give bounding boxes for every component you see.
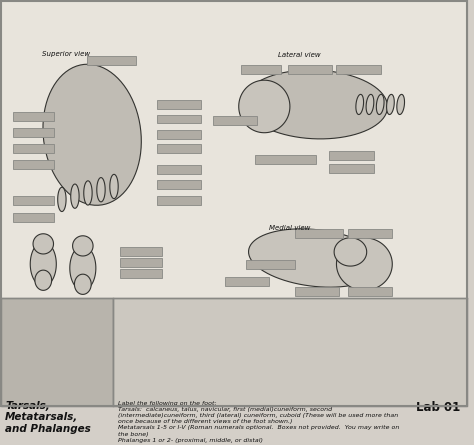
Polygon shape [356,94,364,114]
Polygon shape [239,80,290,133]
Bar [157,101,201,109]
Bar [225,277,269,286]
Bar [13,196,54,205]
Text: Lateral view: Lateral view [278,52,320,58]
Polygon shape [70,246,96,290]
Polygon shape [248,229,383,287]
Polygon shape [35,270,52,290]
Polygon shape [30,242,56,286]
Polygon shape [376,94,384,114]
Bar [120,258,162,267]
Text: Label the following on the foot:
Tarsals:  calcaneus, talus, navicular, first (m: Label the following on the foot: Tarsals… [118,400,399,443]
Bar [113,299,467,405]
Polygon shape [366,94,374,114]
Bar [13,112,54,121]
Polygon shape [397,94,404,114]
Bar [329,164,374,173]
Bar [157,114,201,123]
Bar [241,65,281,74]
Polygon shape [337,238,392,290]
Bar [337,65,381,74]
Bar [255,155,316,164]
Polygon shape [334,238,367,266]
Bar [157,144,201,153]
Bar [88,56,137,65]
Polygon shape [387,94,394,114]
Bar [348,287,392,295]
Bar [294,229,344,238]
Bar [157,165,201,174]
Text: Lab 01: Lab 01 [416,400,460,414]
Bar [13,128,54,137]
Bar [329,151,374,160]
Polygon shape [97,178,105,202]
Text: Medial view: Medial view [269,225,310,231]
Bar [157,180,201,189]
Polygon shape [73,236,93,256]
Bar [120,247,162,255]
Text: Tarsals,
Metatarsals,
and Phalanges: Tarsals, Metatarsals, and Phalanges [5,400,91,434]
Polygon shape [43,64,141,205]
Bar [1,1,467,299]
Polygon shape [74,274,91,295]
Bar [1,299,113,405]
Polygon shape [71,184,79,208]
Bar [294,287,339,295]
Bar [157,130,201,139]
Polygon shape [33,234,54,254]
Polygon shape [110,174,118,198]
Bar [13,160,54,169]
Polygon shape [84,181,92,205]
Bar [157,196,201,205]
Bar [288,65,332,74]
Bar [246,260,294,269]
Text: Superior view: Superior view [43,51,91,57]
Polygon shape [244,70,388,139]
Bar [348,229,392,238]
Bar [213,116,257,125]
Bar [13,144,54,153]
Bar [120,269,162,278]
Bar [13,213,54,222]
Polygon shape [58,187,66,211]
